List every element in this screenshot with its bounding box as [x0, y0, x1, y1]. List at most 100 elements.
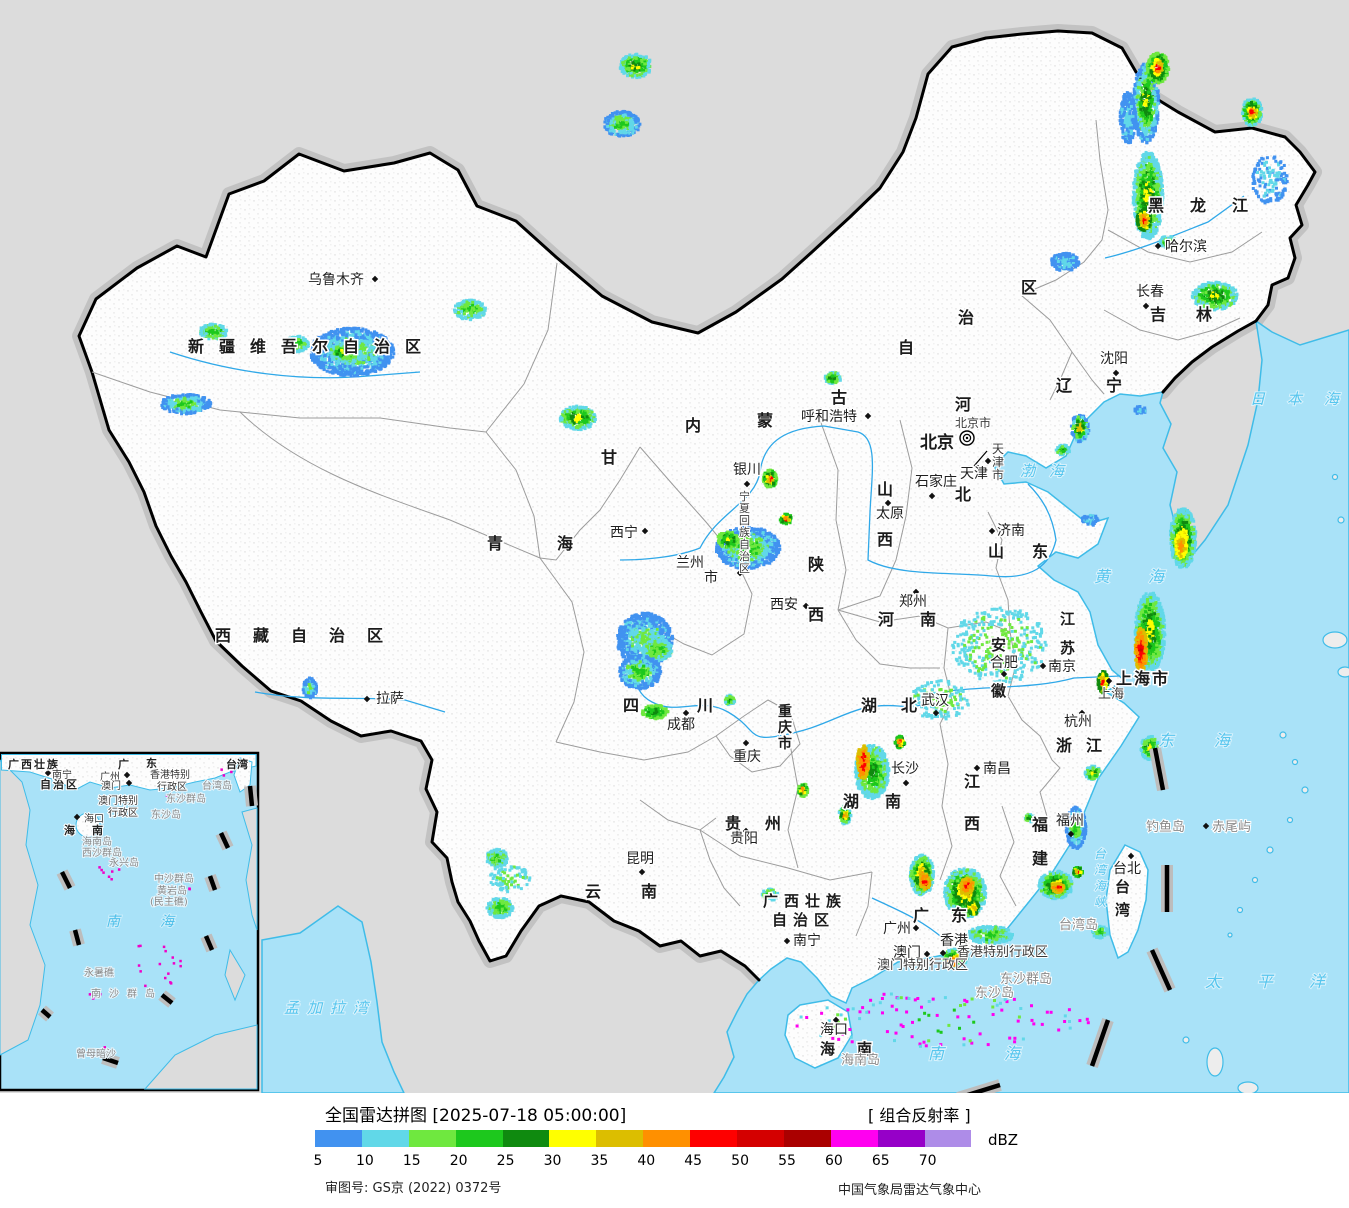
city-marker	[912, 588, 920, 596]
legend-tick: 25	[496, 1153, 515, 1169]
inset-indochina	[0, 759, 46, 1056]
map-label: 郑州	[899, 594, 927, 610]
map-label: 西安	[770, 597, 798, 613]
map-label: 济南	[997, 523, 1025, 539]
map-label: 重庆市	[778, 703, 792, 752]
city-marker	[44, 769, 52, 777]
inset-philippines	[241, 807, 258, 931]
map-label: 西宁	[610, 524, 638, 541]
taiwan-island	[1105, 844, 1149, 960]
map-label: 合肥	[990, 655, 1018, 671]
map-label: 永暑礁	[84, 966, 114, 979]
map-label: 澳门	[893, 945, 921, 961]
city-marker	[682, 709, 690, 717]
city-marker	[73, 813, 81, 821]
map-label: 海南岛	[82, 835, 112, 848]
map-label: 南	[92, 823, 103, 837]
map-label: 自	[898, 338, 914, 357]
city-marker	[742, 739, 750, 747]
map-label: 太平洋	[1205, 972, 1349, 991]
map-label: 上海	[1098, 687, 1124, 702]
map-label: 上海市	[1116, 669, 1170, 688]
map-label: 安徽	[990, 636, 1007, 700]
map-label: 云南	[585, 882, 697, 901]
map-label: 台湾岛	[1059, 917, 1098, 933]
map-label: 辽宁	[1056, 376, 1156, 395]
map-label: 西藏自治区	[215, 626, 405, 645]
map-label: 治	[958, 308, 974, 327]
map-label: 太原	[876, 506, 904, 522]
map-label: 台湾海峡	[1094, 847, 1108, 909]
city-marker	[371, 275, 379, 283]
map-label: 贵州	[725, 814, 805, 833]
legend-tick: 55	[778, 1153, 796, 1169]
legend-color-30	[549, 1130, 597, 1147]
city-marker	[984, 457, 992, 465]
legend-tick: 60	[824, 1153, 843, 1169]
map-label: 海	[64, 823, 75, 837]
map-label: 东沙群岛	[1000, 971, 1052, 987]
legend-color-70	[924, 1130, 972, 1147]
unit-label: dBZ	[988, 1131, 1019, 1149]
map-label: 广	[118, 757, 129, 771]
map-label: 香港	[940, 933, 968, 949]
map-label: 海口	[84, 812, 104, 825]
city-marker	[125, 779, 133, 787]
city-marker	[1039, 662, 1047, 670]
map-label: 湖南	[843, 792, 927, 811]
map-label: 东海	[1158, 731, 1270, 750]
legend-color-10	[361, 1130, 409, 1147]
city-marker	[363, 695, 371, 703]
city-marker	[743, 480, 751, 488]
map-label: 拉萨	[376, 691, 404, 707]
map-label: 东沙群岛	[166, 792, 206, 805]
map-label: (民主礁)	[150, 895, 188, 908]
inset-borneo	[143, 1024, 258, 1090]
legend-color-60	[830, 1130, 878, 1147]
map-label: 钓鱼岛	[1146, 819, 1185, 835]
map-label: 银川	[733, 462, 761, 478]
inset-hainan	[75, 812, 101, 838]
map-label: 乌鲁木齐	[308, 272, 364, 288]
city-marker	[742, 827, 750, 835]
south-china-sea-inset	[0, 751, 260, 1092]
map-label: 武汉	[921, 693, 949, 709]
map-label: 山西	[877, 480, 893, 549]
legend-tick: 20	[449, 1153, 468, 1169]
city-marker	[912, 924, 920, 932]
map-label: 湖北	[861, 696, 941, 715]
map-label: 南昌	[983, 761, 1011, 777]
legend-color-65	[877, 1130, 925, 1147]
map-label: 自治区	[40, 777, 79, 791]
offshore-islands	[1182, 473, 1349, 1095]
map-label: 河北	[955, 395, 971, 504]
map-label: 宁夏回族自治区	[739, 489, 750, 575]
map-label: 福建	[1031, 815, 1048, 868]
map-label: 行政区	[157, 780, 187, 793]
map-label: 南海	[106, 914, 214, 930]
map-label: 昆明	[626, 851, 654, 867]
map-label: 香港特别行政区	[957, 945, 1048, 960]
legend-color-35	[596, 1130, 644, 1147]
legend-tick: 5	[313, 1153, 323, 1169]
approval-number: 审图号: GS京 (2022) 0372号	[325, 1181, 502, 1196]
legend-tick: 70	[918, 1153, 937, 1169]
city-marker	[928, 492, 936, 500]
legend-color-20	[455, 1130, 503, 1147]
city-marker	[1067, 830, 1075, 838]
map-label: 中沙群岛	[154, 872, 194, 885]
map-label: 山东	[988, 542, 1076, 561]
city-marker	[638, 868, 646, 876]
map-label: 南宁	[793, 932, 821, 949]
map-label: 海南	[820, 1040, 894, 1058]
map-label: 台湾	[226, 757, 248, 771]
map-label: 呼和浩特	[801, 409, 857, 425]
map-label: 重庆	[733, 749, 761, 765]
map-label: 广东	[913, 906, 989, 925]
map-label: 长沙	[891, 761, 919, 777]
city-marker	[1078, 709, 1086, 717]
legend-color-45	[690, 1130, 738, 1147]
legend-tick: 65	[871, 1153, 890, 1169]
city-marker	[988, 527, 996, 535]
